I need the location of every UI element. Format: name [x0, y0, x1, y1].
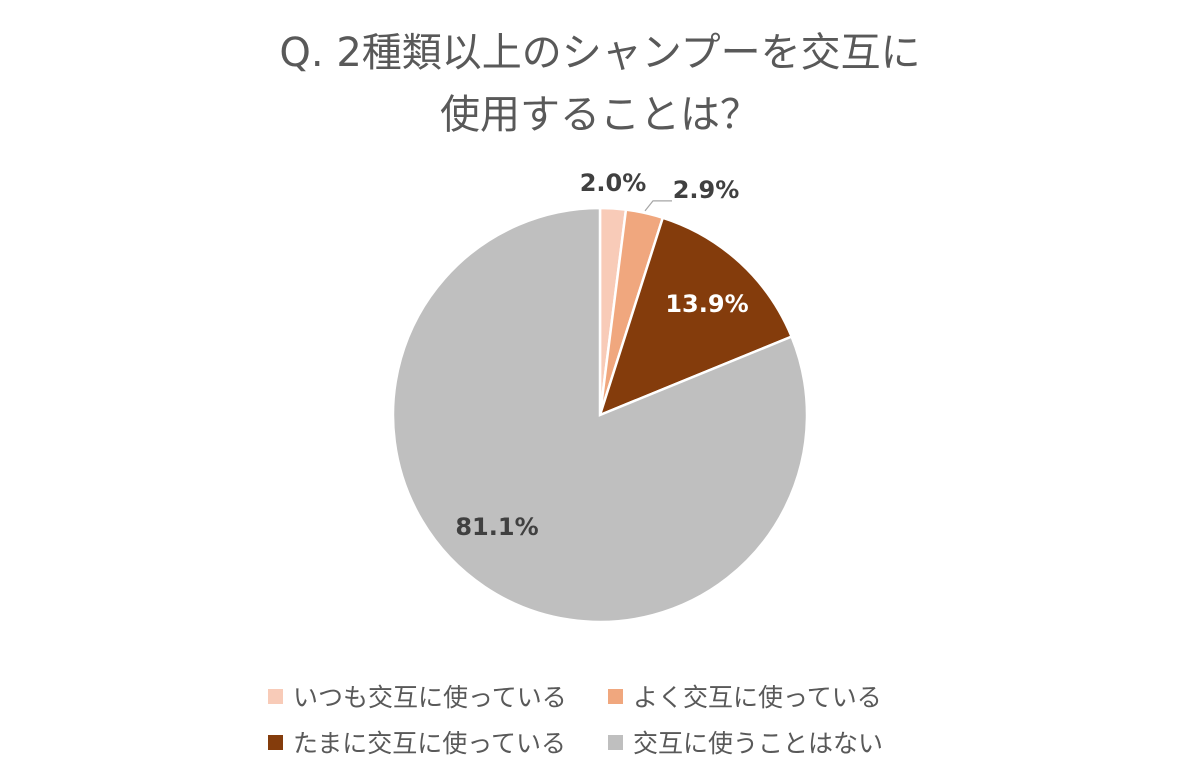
legend-swatch-often: [608, 688, 623, 704]
data-label-sometimes: 13.9%: [665, 290, 748, 318]
legend-item-always: いつも交互に使っている: [268, 678, 608, 714]
chart-title: Q. 2種類以上のシャンプーを交互に 使用することは？: [0, 22, 1200, 146]
chart-title-line-2: 使用することは？: [440, 92, 760, 138]
data-label-often: 2.9%: [673, 176, 740, 204]
chart-legend: いつも交互に使っている よく交互に使っている たまに交互に使っている 交互に使う…: [268, 678, 968, 760]
pie-chart: 2.0% 2.9% 13.9% 81.1%: [391, 169, 809, 624]
data-label-always: 2.0%: [580, 169, 647, 197]
pie-slice-never: [391, 206, 809, 624]
legend-label-always: いつも交互に使っている: [293, 683, 567, 712]
legend-swatch-always: [268, 688, 283, 704]
legend-item-often: よく交互に使っている: [608, 678, 928, 714]
legend-label-often: よく交互に使っている: [633, 683, 882, 712]
legend-swatch-never: [608, 734, 623, 750]
leader-line-often: [644, 200, 672, 212]
chart-title-line-1: Q. 2種類以上のシャンプーを交互に: [279, 30, 921, 76]
data-label-never: 81.1%: [455, 513, 538, 541]
pie-slice-sometimes: [597, 216, 794, 418]
legend-label-never: 交互に使うことはない: [633, 729, 884, 758]
legend-swatch-sometimes: [268, 734, 283, 750]
legend-label-sometimes: たまに交互に使っている: [293, 729, 567, 758]
legend-item-sometimes: たまに交互に使っている: [268, 724, 608, 760]
legend-item-never: 交互に使うことはない: [608, 724, 928, 760]
